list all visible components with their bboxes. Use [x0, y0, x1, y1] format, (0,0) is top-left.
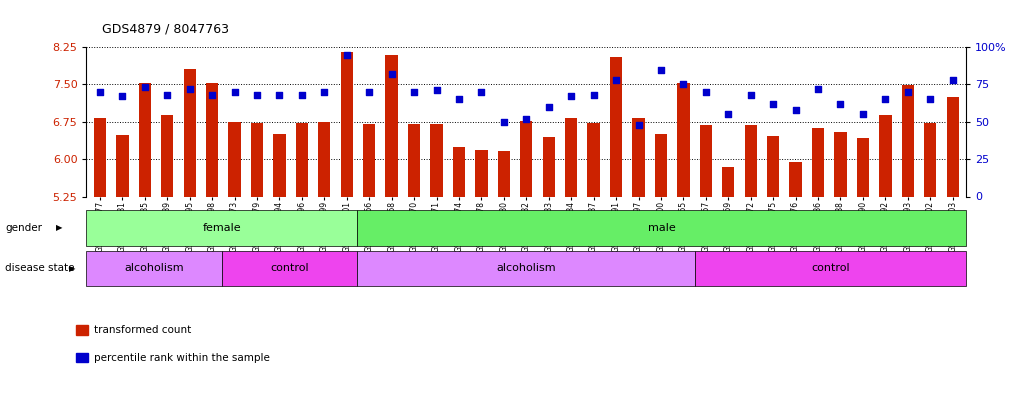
- Bar: [183, 68, 196, 393]
- Point: [742, 92, 759, 98]
- Bar: [363, 124, 375, 393]
- Point: [631, 122, 647, 128]
- Bar: [408, 124, 420, 393]
- Point: [339, 51, 355, 58]
- Text: GDS4879 / 8047763: GDS4879 / 8047763: [102, 22, 229, 35]
- Bar: [116, 135, 128, 393]
- Point: [294, 92, 310, 98]
- Point: [473, 89, 489, 95]
- Bar: [812, 128, 824, 393]
- Text: control: control: [812, 263, 850, 274]
- Point: [428, 87, 444, 94]
- Text: alcoholism: alcoholism: [124, 263, 184, 274]
- Text: female: female: [202, 223, 241, 233]
- Point: [810, 86, 826, 92]
- Bar: [655, 134, 667, 393]
- Point: [675, 81, 692, 88]
- Bar: [475, 150, 487, 393]
- Bar: [744, 125, 757, 393]
- Bar: [700, 125, 712, 393]
- Point: [765, 101, 781, 107]
- Text: ▶: ▶: [69, 264, 75, 273]
- Bar: [542, 137, 555, 393]
- Bar: [924, 123, 937, 393]
- Bar: [318, 122, 331, 393]
- Point: [518, 116, 535, 122]
- Point: [159, 92, 175, 98]
- Bar: [947, 97, 959, 393]
- Bar: [453, 147, 465, 393]
- Bar: [879, 116, 892, 393]
- Bar: [296, 123, 308, 393]
- Point: [854, 111, 871, 118]
- Bar: [722, 167, 734, 393]
- Bar: [229, 122, 241, 393]
- Point: [406, 89, 422, 95]
- Point: [204, 92, 221, 98]
- Bar: [902, 86, 914, 393]
- Point: [608, 77, 624, 83]
- Text: male: male: [648, 223, 675, 233]
- Bar: [161, 116, 174, 393]
- Text: ▶: ▶: [56, 224, 62, 232]
- Point: [227, 89, 243, 95]
- Point: [249, 92, 265, 98]
- Bar: [677, 83, 690, 393]
- Point: [563, 93, 580, 99]
- Text: gender: gender: [5, 223, 42, 233]
- Point: [541, 104, 557, 110]
- Point: [272, 92, 288, 98]
- Point: [922, 96, 939, 103]
- Point: [945, 77, 961, 83]
- Point: [495, 119, 512, 125]
- Point: [383, 71, 400, 77]
- Bar: [610, 57, 622, 393]
- Bar: [341, 51, 353, 393]
- Bar: [497, 151, 511, 393]
- Bar: [789, 162, 801, 393]
- Point: [586, 92, 602, 98]
- Point: [900, 89, 916, 95]
- Point: [136, 84, 153, 91]
- Bar: [565, 118, 578, 393]
- Point: [878, 96, 894, 103]
- Text: alcoholism: alcoholism: [496, 263, 556, 274]
- Bar: [138, 83, 151, 393]
- Bar: [251, 123, 263, 393]
- Point: [92, 89, 108, 95]
- Text: transformed count: transformed count: [94, 325, 191, 335]
- Point: [182, 86, 198, 92]
- Bar: [274, 134, 286, 393]
- Bar: [767, 136, 779, 393]
- Point: [787, 107, 803, 113]
- Point: [361, 89, 377, 95]
- Text: percentile rank within the sample: percentile rank within the sample: [94, 353, 270, 363]
- Bar: [520, 121, 533, 393]
- Bar: [856, 138, 870, 393]
- Point: [114, 93, 130, 99]
- Bar: [94, 118, 106, 393]
- Text: control: control: [271, 263, 309, 274]
- Point: [653, 66, 669, 73]
- Text: disease state: disease state: [5, 263, 74, 274]
- Bar: [206, 83, 219, 393]
- Bar: [588, 123, 600, 393]
- Bar: [430, 124, 442, 393]
- Point: [720, 111, 736, 118]
- Bar: [385, 55, 398, 393]
- Bar: [633, 118, 645, 393]
- Bar: [834, 132, 846, 393]
- Point: [316, 89, 333, 95]
- Point: [451, 96, 467, 103]
- Point: [832, 101, 848, 107]
- Point: [698, 89, 714, 95]
